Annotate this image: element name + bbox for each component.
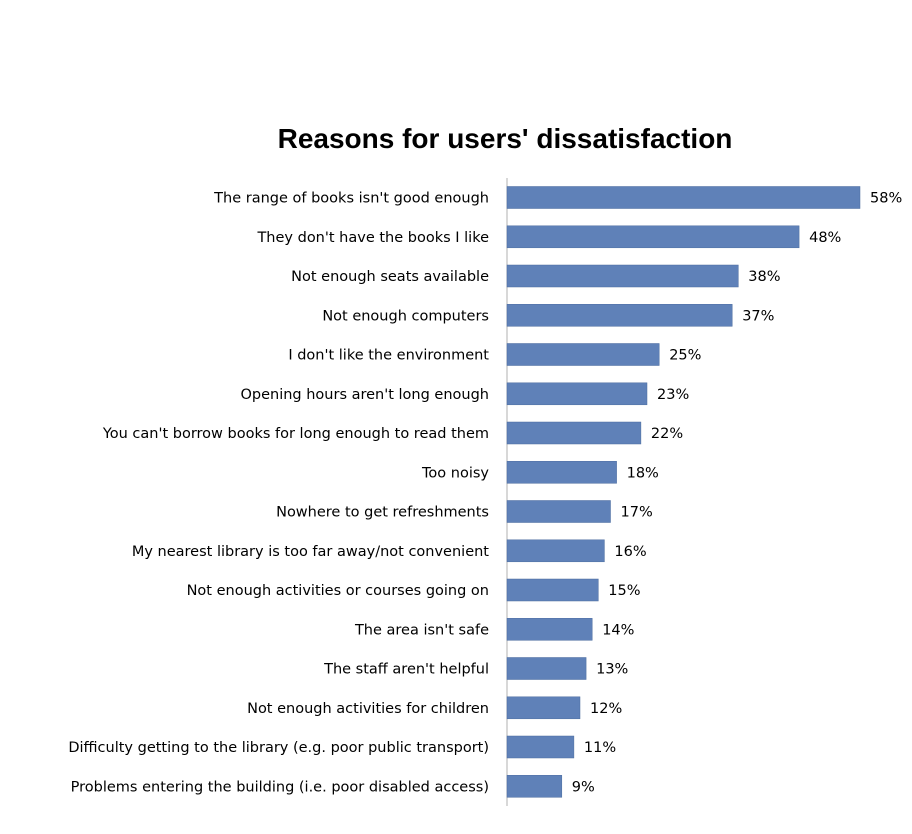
category-label: My nearest library is too far away/not c… (132, 544, 489, 560)
bar (506, 225, 800, 249)
bar (506, 735, 575, 759)
bars-group (506, 186, 861, 798)
bar (506, 696, 581, 720)
data-label: 12% (590, 701, 622, 717)
bar (506, 304, 733, 327)
data-label: 58% (870, 191, 902, 207)
bar (506, 382, 648, 406)
bar (506, 343, 660, 366)
category-label: Opening hours aren't long enough (240, 387, 489, 403)
category-labels: The range of books isn't good enough They… (68, 191, 489, 796)
data-label: 11% (584, 740, 616, 756)
category-label: Too noisy (421, 465, 489, 481)
bar (506, 461, 617, 484)
category-label: Not enough seats available (291, 269, 489, 285)
category-label: Problems entering the building (i.e. poo… (71, 779, 489, 795)
category-label: Nowhere to get refreshments (276, 505, 489, 521)
category-label: The staff aren't helpful (323, 662, 489, 678)
bar (506, 657, 587, 680)
data-label: 18% (627, 465, 659, 481)
data-label: 9% (572, 779, 595, 795)
data-label: 48% (809, 230, 841, 246)
data-label: 13% (596, 662, 628, 678)
category-label: They don't have the books I like (256, 230, 489, 246)
bar (506, 775, 563, 798)
data-label: 16% (614, 544, 646, 560)
data-label: 22% (651, 426, 683, 442)
bar (506, 264, 739, 288)
data-label: 23% (657, 387, 689, 403)
bar (506, 186, 861, 209)
category-label: Not enough computers (322, 308, 489, 324)
data-label: 15% (608, 583, 640, 599)
data-label: 37% (742, 308, 774, 324)
data-label: 38% (748, 269, 780, 285)
bar (506, 421, 642, 445)
category-label: Difficulty getting to the library (e.g. … (68, 740, 489, 756)
bar (506, 500, 611, 523)
data-label: 17% (621, 505, 653, 521)
chart-title: Reasons for users' dissatisfaction (278, 123, 733, 154)
data-label: 25% (669, 348, 701, 364)
category-label: The area isn't safe (354, 622, 489, 638)
category-label: The range of books isn't good enough (213, 191, 489, 207)
data-labels: 58% 48% 38% 37% 25% 23% 22% 18% 17% 16% 15% 14% 13% 1… (572, 191, 902, 796)
bar (506, 618, 593, 641)
category-label: I don't like the environment (288, 348, 489, 364)
bar (506, 539, 605, 563)
category-label: You can't borrow books for long enough t… (102, 426, 489, 442)
category-label: Not enough activities for children (247, 701, 489, 717)
bar (506, 578, 599, 602)
data-label: 14% (602, 622, 634, 638)
category-label: Not enough activities or courses going o… (187, 583, 489, 599)
